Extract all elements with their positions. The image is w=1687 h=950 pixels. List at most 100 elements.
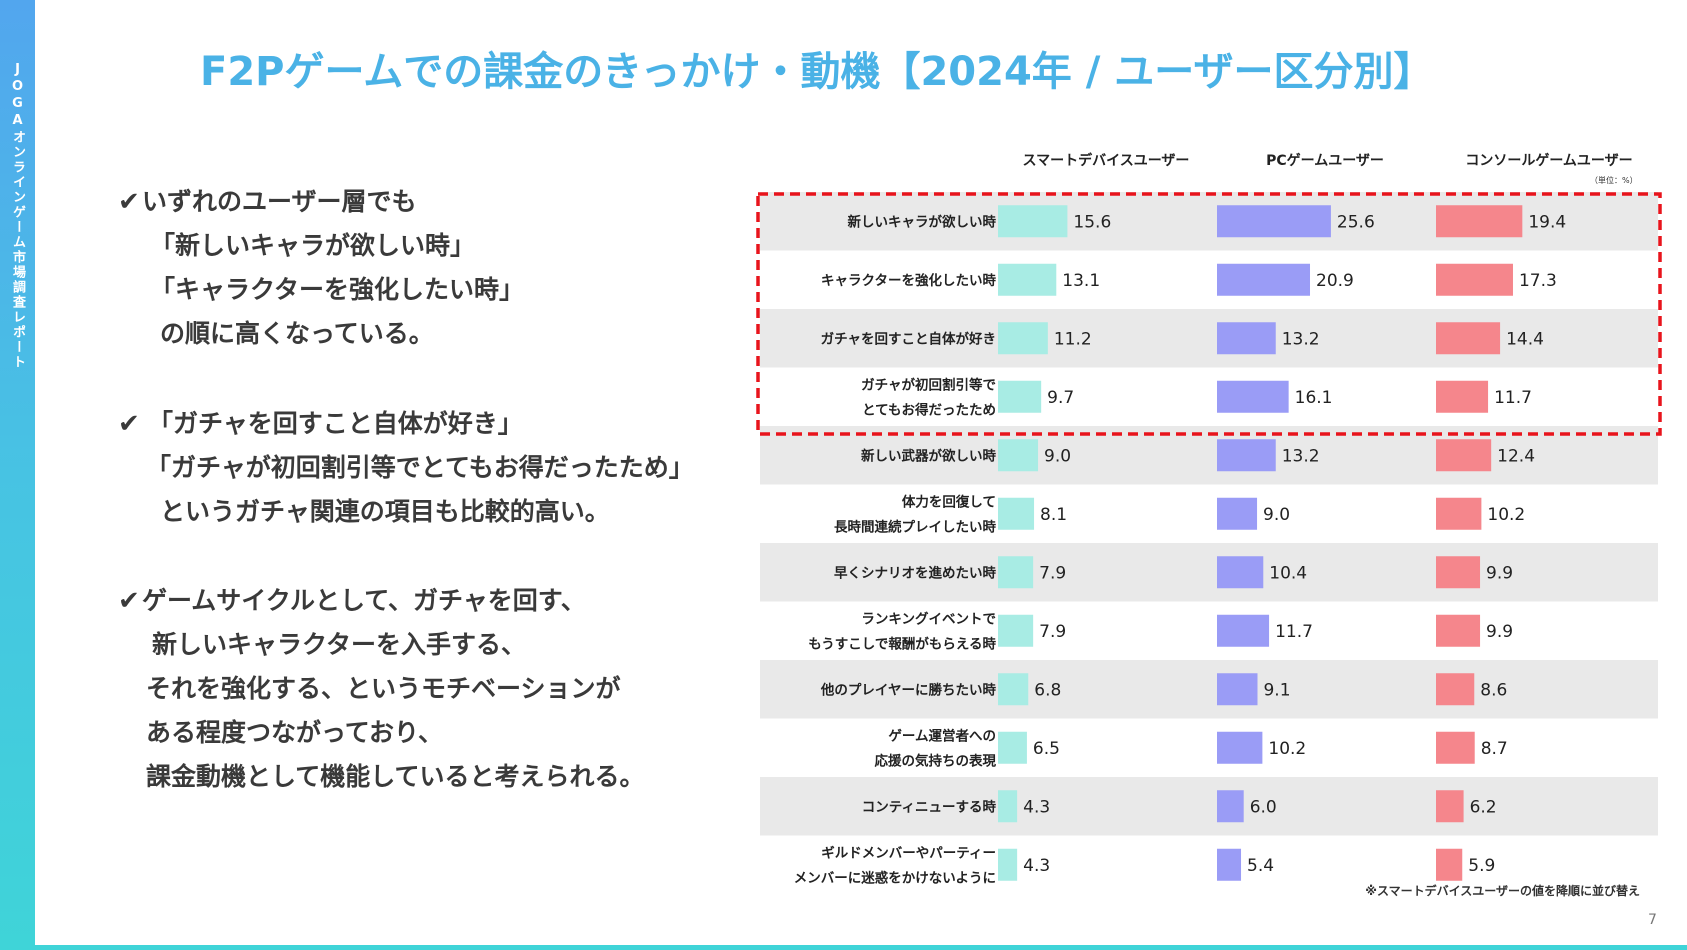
bullet-line: ある程度つながっており、 [146,718,444,747]
bar [998,731,1027,764]
bar [998,380,1042,413]
data-label: 25.6 [1337,212,1375,232]
bullet-line: というガチャ関連の項目も比較的高い。 [160,497,610,526]
bullet-line: それを強化する、というモチベーションが [146,674,621,703]
bar [1217,497,1258,530]
row-stripe [760,660,1658,719]
data-label: 6.2 [1470,797,1497,817]
data-label: 10.2 [1268,739,1306,759]
check-icon: ✔ [118,586,140,616]
bar [1217,322,1276,355]
data-label: 8.1 [1040,505,1067,525]
data-label: 16.1 [1295,388,1333,408]
data-label: 10.4 [1269,563,1307,583]
data-label: 17.3 [1519,271,1557,291]
unit-note: （単位：%） [1590,176,1638,185]
bar [1217,205,1331,238]
data-label: 9.0 [1044,446,1071,466]
bar [1436,614,1481,647]
data-label: 5.9 [1468,856,1495,876]
bullet-line: 「新しいキャラが欲しい時」 [150,231,476,260]
data-label: 15.6 [1073,212,1111,232]
page-title: F2Pゲームでの課金のきっかけ・動機【2024年 / ユーザー区分別】 [200,49,1434,95]
data-label: 11.2 [1054,329,1092,349]
bullet-line: いずれのユーザー層でも [142,187,417,216]
bar [1217,439,1276,472]
bar [1436,263,1513,296]
bar [1436,439,1492,472]
data-label: 9.9 [1486,563,1513,583]
data-label: 6.5 [1033,739,1060,759]
data-label: 7.9 [1039,622,1066,642]
bar [998,556,1034,589]
row-stripe [760,543,1658,602]
category-label: 他のプレイヤーに勝ちたい時 [820,681,997,698]
category-label: 体力を回復して長時間連続プレイしたい時 [834,493,996,535]
bullet-point-1: ✔ いずれのユーザー層でも 「新しいキャラが欲しい時」 「キャラクターを強化した… [118,180,758,356]
bar [1217,673,1258,706]
bar [998,439,1039,472]
data-label: 20.9 [1316,271,1354,291]
series-header: スマートデバイスユーザー [1023,152,1190,169]
bottom-bar [0,945,1687,950]
row-stripe [760,777,1658,836]
bar [1217,848,1242,881]
bullet-line: 「ガチャが初回割引等でとてもお得だったため」 [146,453,694,482]
row-stripe [760,309,1658,368]
series-header: コンソールゲームユーザー [1465,152,1632,169]
data-label: 5.4 [1247,856,1274,876]
data-label: 9.9 [1486,622,1513,642]
bar [1217,790,1244,823]
data-label: 13.2 [1282,446,1320,466]
check-icon: ✔ [118,409,140,439]
bar [1436,790,1464,823]
bar [998,205,1068,238]
bullet-point-2: ✔ 「ガチャを回すこと自体が好き」 「ガチャが初回割引等でとてもお得だったため」… [118,402,758,534]
bar [1217,731,1263,764]
data-label: 7.9 [1039,563,1066,583]
bullet-line: 「キャラクターを強化したい時」 [150,275,525,304]
page-number: 7 [1648,912,1657,928]
series-header: PCゲームユーザー [1266,152,1384,169]
category-label: 早くシナリオを進めたい時 [834,564,996,581]
bar [998,322,1048,355]
category-label: ガチャが初回割引等でとてもお得だったため [861,376,996,418]
data-label: 19.4 [1528,212,1566,232]
category-label: キャラクターを強化したい時 [821,272,996,289]
bar [1217,556,1264,589]
data-label: 8.7 [1481,739,1508,759]
bar [1436,322,1501,355]
data-label: 11.7 [1494,388,1532,408]
category-label: ゲーム運営者への応援の気持ちの表現 [875,727,997,769]
data-label: 8.6 [1480,680,1507,700]
category-label: 新しいキャラが欲しい時 [848,213,997,230]
bullet-line: 「ガチャを回すこと自体が好き」 [148,409,523,438]
category-label: ギルドメンバーやパーティーメンバーに迷惑をかけないように [794,845,996,886]
data-label: 11.7 [1275,622,1313,642]
check-icon: ✔ [118,187,140,217]
bar [1436,731,1475,764]
data-label: 9.0 [1263,505,1290,525]
bar [1436,205,1523,238]
sidebar: JOGAオンラインゲーム市場調査レポート [0,0,35,950]
bar [1436,848,1463,881]
highlight-box [756,192,1662,436]
data-label: 6.0 [1250,797,1277,817]
category-label: ガチャを回すこと自体が好き [821,330,996,347]
data-label: 4.3 [1023,856,1050,876]
bar [998,790,1018,823]
data-label: 6.8 [1034,680,1061,700]
bar [1217,380,1289,413]
bullet-line: ゲームサイクルとして、ガチャを回す、 [142,586,586,615]
data-label: 10.2 [1487,505,1525,525]
bar [998,263,1057,296]
data-label: 13.2 [1282,329,1320,349]
footer-note: ※スマートデバイスユーザーの値を降順に並び替え [1365,884,1640,898]
bar [998,614,1034,647]
category-label: ランキングイベントでもうすこしで報酬がもらえる時 [808,610,996,652]
bar [998,497,1035,530]
data-label: 13.1 [1062,271,1100,291]
bullet-line: 課金動機として機能していると考えられる。 [146,762,645,791]
data-label: 14.4 [1506,329,1544,349]
